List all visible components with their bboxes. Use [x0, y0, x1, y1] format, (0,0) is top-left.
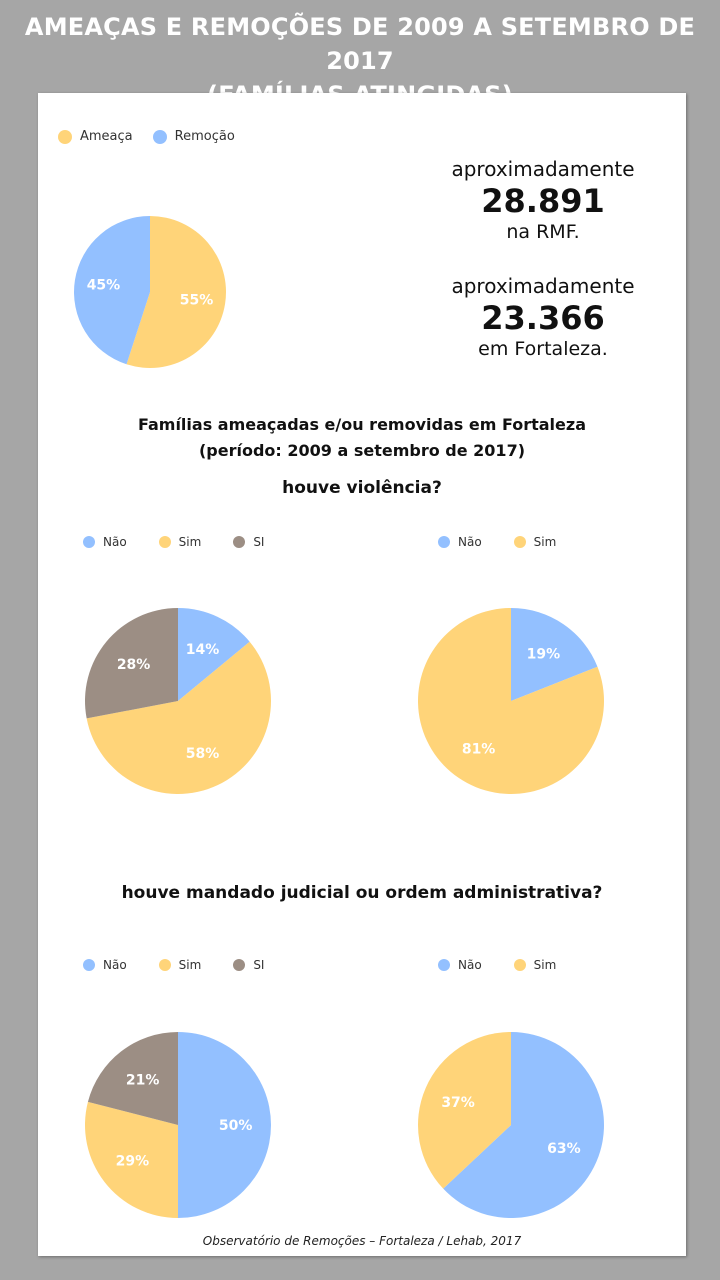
- legend-item-remocao: Remoção: [152, 129, 235, 144]
- legend-item-sim: Sim: [158, 535, 202, 549]
- legend-label-nao: Não: [103, 535, 127, 549]
- stat-rmf-prefix: aproximadamente: [451, 157, 635, 181]
- legend-label-sim: Sim: [178, 535, 202, 549]
- legend-mandado-fortaleza: Não Sim SI: [83, 958, 296, 972]
- pie-label-sim: 58%: [186, 746, 220, 762]
- legend-dot-si: [233, 959, 246, 971]
- pie-slice-remocao: [73, 216, 150, 365]
- legend-item-nao: Não: [83, 535, 127, 549]
- pie-chart-violencia-2: 19% 81%: [418, 608, 604, 794]
- legend-label-nao: Não: [458, 535, 482, 549]
- legend-label-si: SI: [253, 535, 265, 549]
- pie-label-sim: 37%: [441, 1095, 475, 1111]
- pie-label-si: 28%: [117, 657, 151, 673]
- pie-label-nao: 19%: [527, 646, 561, 662]
- pie-label-sim: 29%: [116, 1153, 150, 1169]
- legend-label-nao: Não: [103, 958, 127, 972]
- legend-violencia-rmf: Não Sim: [438, 535, 588, 549]
- pie-slice-sim: [86, 641, 272, 794]
- legend-item-si: SI: [233, 535, 264, 549]
- legend-item-sim: Sim: [513, 535, 557, 549]
- pie-chart-ameaca-remocao: 55% 45%: [73, 216, 226, 368]
- legend-dot-remocao: [152, 129, 167, 144]
- legend-dot-nao: [438, 959, 450, 971]
- legend-item-nao: Não: [438, 535, 482, 549]
- pie-slice-nao: [178, 1032, 271, 1218]
- legend-dot-sim: [158, 959, 171, 971]
- legend-item-nao: Não: [83, 958, 127, 972]
- infographic-card: Ameaça Remoção 55% 45% aproximadamente 28…: [38, 93, 686, 1256]
- legend-dot-nao: [83, 536, 95, 548]
- pie-label-si: 21%: [126, 1072, 160, 1088]
- pie-label-nao: 63%: [547, 1141, 581, 1157]
- pie-chart-mandado-2: 63% 37%: [418, 1032, 605, 1218]
- legend-item-si: SI: [233, 958, 264, 972]
- pie-label-nao: 50%: [219, 1118, 253, 1134]
- legend-label-sim: Sim: [178, 958, 202, 972]
- stat-rmf-suffix: na RMF.: [506, 221, 580, 243]
- legend-dot-sim: [513, 536, 526, 548]
- subtitle-line1: Famílias ameaçadas e/ou removidas em For…: [137, 415, 586, 434]
- legend-item-nao: Não: [438, 958, 482, 972]
- pie-slice-si: [87, 1032, 178, 1125]
- pie-slice-nao: [443, 1032, 605, 1218]
- pie-slice-nao: [511, 608, 598, 701]
- pie-label-ameaca: 55%: [180, 292, 214, 308]
- stat-fortaleza: aproximadamente 23.366 em Fortaleza.: [418, 274, 668, 360]
- question-mandado: houve mandado judicial ou ordem administ…: [121, 883, 603, 903]
- pie-label-nao: 14%: [186, 642, 220, 658]
- stat-fortaleza-value: 23.366: [481, 299, 605, 337]
- pie-slice-ameaca: [126, 216, 226, 368]
- pie-slice-sim: [85, 1101, 178, 1218]
- pie-chart-violencia-1: 14% 58% 28%: [84, 608, 272, 794]
- pie-slice-sim: [418, 608, 604, 794]
- header-title-line1: AMEAÇAS E REMOÇÕES DE 2009 A SETEMBRO DE…: [24, 13, 696, 75]
- subtitle-line2: (período: 2009 a setembro de 2017): [198, 441, 526, 460]
- stat-fortaleza-prefix: aproximadamente: [451, 274, 635, 298]
- legend-dot-sim: [513, 959, 526, 971]
- legend-dot-nao: [438, 536, 450, 548]
- legend-label-si: SI: [253, 958, 265, 972]
- legend-label-nao: Não: [458, 958, 482, 972]
- question-violencia: houve violência?: [282, 478, 442, 498]
- legend-dot-sim: [158, 536, 171, 548]
- pie-slice-nao: [178, 608, 250, 701]
- source-footer: Observatório de Remoções – Fortaleza / L…: [202, 1234, 522, 1248]
- legend-dot-ameaca: [58, 129, 72, 144]
- legend-mandado-rmf: Não Sim: [438, 958, 588, 972]
- stat-rmf-value: 28.891: [481, 182, 605, 220]
- legend-label-remocao: Remoção: [174, 129, 235, 144]
- legend-label-sim: Sim: [533, 958, 557, 972]
- stat-rmf: aproximadamente 28.891 na RMF.: [418, 157, 668, 243]
- legend-dot-nao: [83, 959, 95, 971]
- legend-violencia-fortaleza: Não Sim SI: [83, 535, 296, 549]
- legend-item-sim: Sim: [158, 958, 202, 972]
- pie-slice-si: [84, 608, 178, 719]
- pie-slice-sim: [418, 1032, 511, 1189]
- pie-label-remocao: 45%: [87, 278, 121, 294]
- pie-chart-mandado-1: 50% 29% 21%: [85, 1032, 271, 1218]
- pie-label-sim: 81%: [462, 742, 496, 758]
- legend-pie-ameaca-remocao: Ameaça Remoção: [58, 129, 255, 144]
- legend-dot-si: [233, 536, 246, 548]
- legend-label-sim: Sim: [533, 535, 557, 549]
- legend-item-ameaca: Ameaça: [58, 129, 133, 144]
- subtitle: Famílias ameaçadas e/ou removidas em For…: [38, 412, 686, 464]
- legend-label-ameaca: Ameaça: [80, 129, 133, 144]
- stat-fortaleza-suffix: em Fortaleza.: [478, 338, 608, 360]
- legend-item-sim: Sim: [513, 958, 557, 972]
